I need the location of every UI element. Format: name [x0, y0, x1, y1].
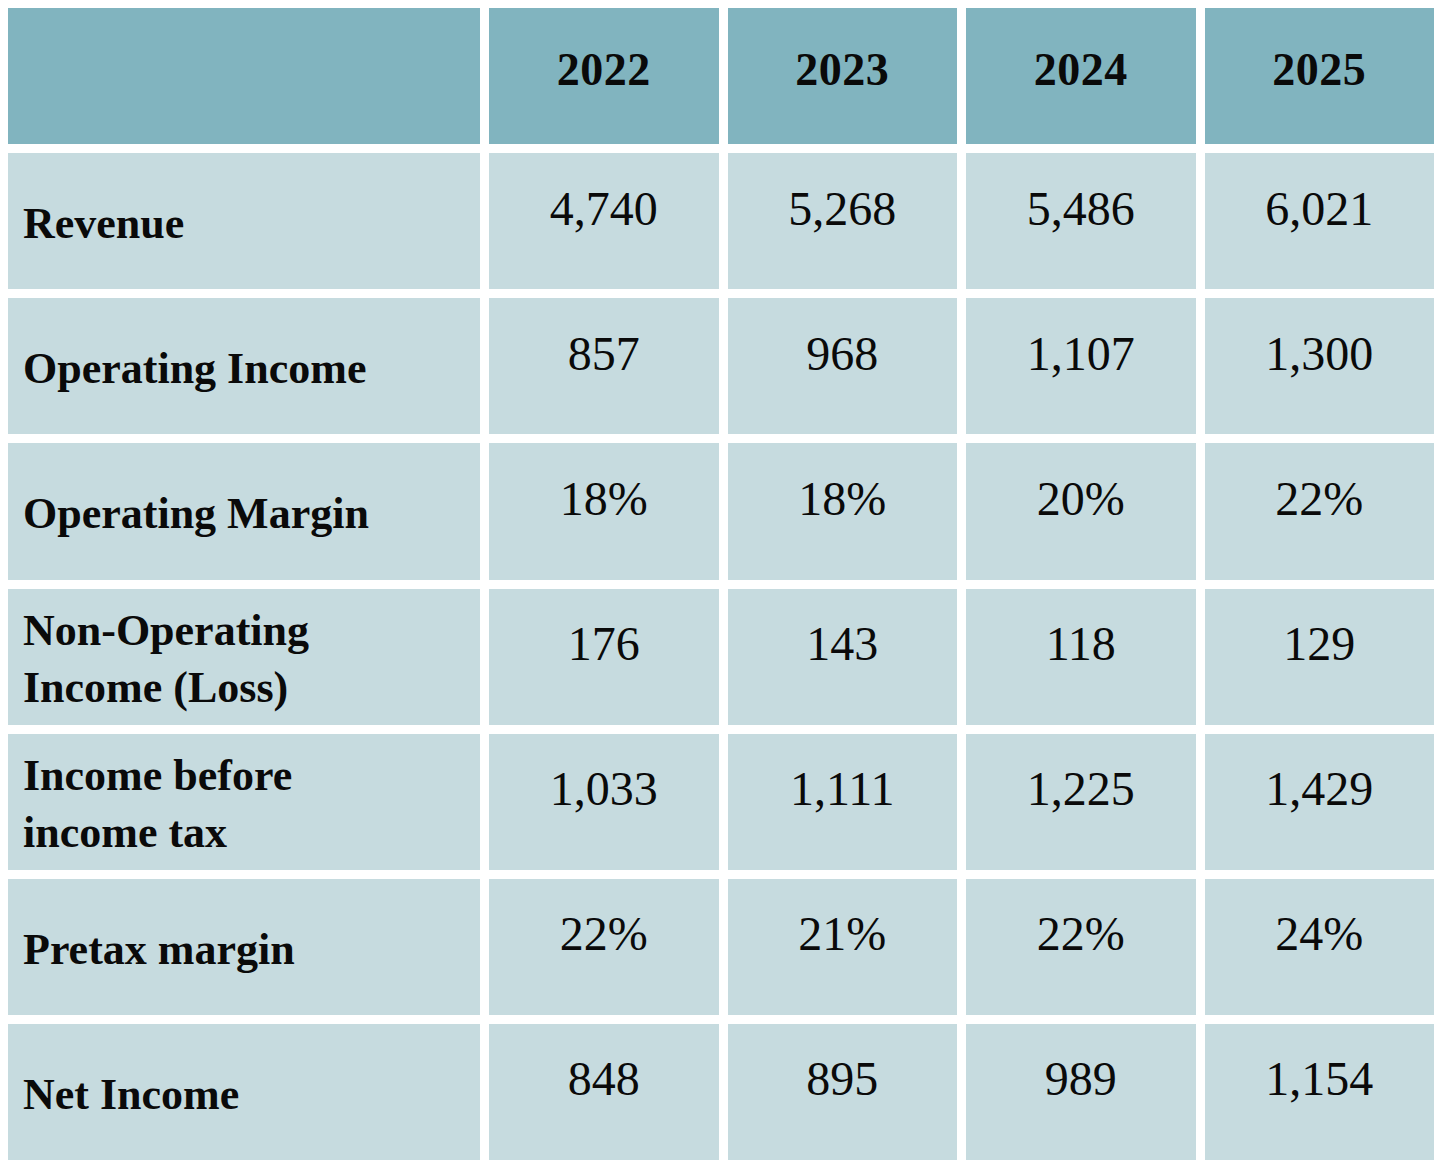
financial-summary-table: 2022202320242025 Revenue4,7405,2685,4866,…: [8, 8, 1434, 1160]
row-value: 895: [728, 1024, 958, 1160]
row-value: 129: [1205, 589, 1435, 725]
row-value: 1,154: [1205, 1024, 1435, 1160]
header-year-cell: 2022: [489, 8, 719, 144]
row-value: 20%: [966, 443, 1196, 579]
row-value: 21%: [728, 879, 958, 1015]
header-year-cell: 2024: [966, 8, 1196, 144]
row-value: 6,021: [1205, 153, 1435, 289]
row-label: Revenue: [8, 153, 480, 289]
row-value: 22%: [966, 879, 1196, 1015]
row-value: 143: [728, 589, 958, 725]
row-value: 18%: [489, 443, 719, 579]
row-value: 5,268: [728, 153, 958, 289]
row-value: 1,111: [728, 734, 958, 870]
row-value: 989: [966, 1024, 1196, 1160]
row-label: Operating Margin: [8, 443, 480, 579]
header-corner-cell: [8, 8, 480, 144]
row-value: 1,300: [1205, 298, 1435, 434]
row-value: 857: [489, 298, 719, 434]
row-label: Operating Income: [8, 298, 480, 434]
header-year-cell: 2023: [728, 8, 958, 144]
row-value: 1,225: [966, 734, 1196, 870]
row-value: 22%: [1205, 443, 1435, 579]
row-value: 1,429: [1205, 734, 1435, 870]
row-value: 1,107: [966, 298, 1196, 434]
row-value: 1,033: [489, 734, 719, 870]
table-grid: 2022202320242025 Revenue4,7405,2685,4866,…: [8, 8, 1434, 1160]
row-label: Pretax margin: [8, 879, 480, 1015]
row-value: 176: [489, 589, 719, 725]
row-value: 24%: [1205, 879, 1435, 1015]
header-year-cell: 2025: [1205, 8, 1435, 144]
row-value: 4,740: [489, 153, 719, 289]
row-value: 118: [966, 589, 1196, 725]
row-label: Net Income: [8, 1024, 480, 1160]
row-value: 5,486: [966, 153, 1196, 289]
row-value: 22%: [489, 879, 719, 1015]
row-value: 18%: [728, 443, 958, 579]
row-label: Income before income tax: [8, 734, 480, 870]
row-value: 968: [728, 298, 958, 434]
row-label: Non-Operating Income (Loss): [8, 589, 480, 725]
row-value: 848: [489, 1024, 719, 1160]
